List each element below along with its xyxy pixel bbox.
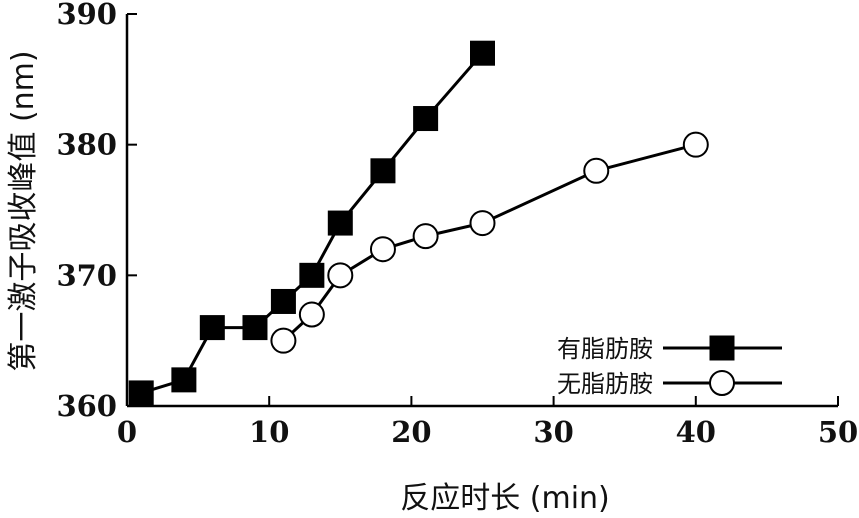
x-tick-label: 50 bbox=[818, 415, 858, 449]
x-tick-label: 30 bbox=[533, 415, 573, 449]
data-point-square bbox=[128, 380, 154, 406]
data-point-square bbox=[270, 288, 296, 314]
y-tick-label: 380 bbox=[56, 128, 117, 162]
legend-circle-marker bbox=[709, 370, 735, 396]
data-point-circle bbox=[298, 301, 325, 328]
data-point-square bbox=[171, 367, 197, 393]
data-point-square bbox=[242, 315, 268, 341]
legend-label: 有脂肪胺 bbox=[557, 335, 653, 363]
x-tick-label: 40 bbox=[676, 415, 716, 449]
data-point-square bbox=[470, 40, 495, 66]
y-axis-title: 第一激子吸收峰值 (nm) bbox=[6, 50, 41, 371]
y-tick-label: 390 bbox=[56, 0, 117, 31]
x-tick-label: 0 bbox=[117, 415, 137, 449]
data-point-circle bbox=[583, 157, 610, 184]
series-line bbox=[282, 143, 697, 342]
series-layer bbox=[128, 40, 709, 406]
series-1 bbox=[128, 40, 495, 406]
data-point-circle bbox=[412, 223, 439, 250]
data-point-circle bbox=[327, 262, 354, 289]
data-point-circle bbox=[270, 327, 297, 354]
data-point-circle bbox=[682, 131, 709, 158]
axes bbox=[125, 14, 838, 408]
y-axis-ticks: 360 370 380 390 bbox=[56, 0, 137, 423]
y-tick-label: 370 bbox=[56, 258, 117, 292]
x-tick-label: 20 bbox=[391, 415, 431, 449]
legend-label: 无脂肪胺 bbox=[557, 370, 653, 398]
y-tick-label: 360 bbox=[56, 389, 117, 423]
x-axis-ticks: 0 10 20 30 40 50 bbox=[117, 396, 858, 449]
data-point-circle bbox=[469, 210, 496, 237]
data-point-square bbox=[299, 262, 325, 288]
series-2 bbox=[270, 131, 709, 354]
data-point-square bbox=[199, 315, 225, 341]
data-point-square bbox=[327, 210, 353, 236]
x-axis-title: 反应时长 (min) bbox=[400, 481, 610, 516]
series-line bbox=[140, 52, 484, 395]
data-point-square bbox=[413, 106, 439, 132]
data-point-circle bbox=[369, 236, 396, 263]
x-tick-label: 10 bbox=[249, 415, 289, 449]
data-point-square bbox=[370, 158, 396, 184]
legend-square-marker bbox=[709, 335, 735, 361]
